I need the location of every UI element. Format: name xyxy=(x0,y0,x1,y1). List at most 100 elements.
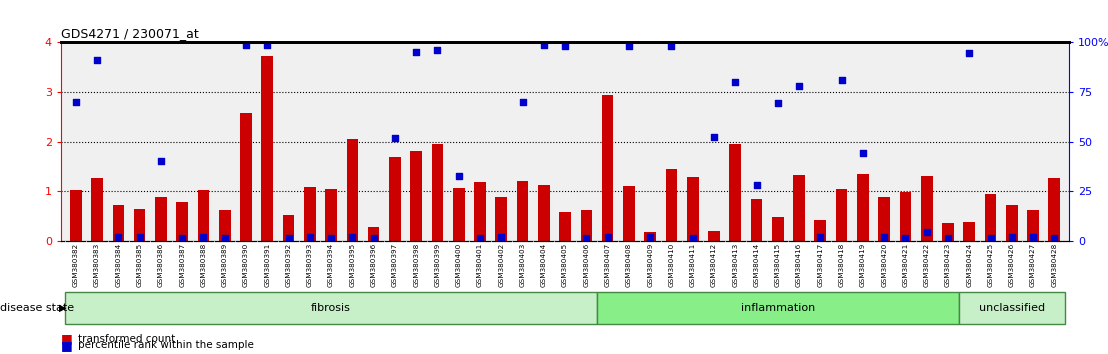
Bar xyxy=(432,144,443,241)
Bar xyxy=(597,292,958,324)
Text: ■: ■ xyxy=(61,339,73,352)
Bar xyxy=(176,202,188,241)
Bar xyxy=(793,175,804,241)
Text: GSM380421: GSM380421 xyxy=(902,243,909,287)
Point xyxy=(279,235,297,241)
Point xyxy=(769,100,787,106)
Point xyxy=(556,44,574,49)
Point xyxy=(66,99,84,105)
Point xyxy=(258,42,276,48)
Text: GSM380390: GSM380390 xyxy=(243,243,249,287)
Text: transformed count: transformed count xyxy=(78,334,175,344)
Text: GSM380416: GSM380416 xyxy=(796,243,802,287)
Text: GSM380417: GSM380417 xyxy=(818,243,823,287)
Bar xyxy=(240,113,252,241)
Bar xyxy=(326,189,337,241)
Point xyxy=(705,134,722,139)
Text: inflammation: inflammation xyxy=(740,303,814,313)
Bar xyxy=(368,227,379,241)
Bar xyxy=(219,210,230,241)
Point xyxy=(429,47,447,53)
Point xyxy=(365,235,382,241)
Bar xyxy=(666,169,677,241)
Bar xyxy=(772,217,783,241)
Text: GSM380405: GSM380405 xyxy=(562,243,568,287)
Point xyxy=(450,173,468,179)
Text: GSM380397: GSM380397 xyxy=(392,243,398,287)
Point xyxy=(1024,234,1042,240)
Text: GSM380387: GSM380387 xyxy=(179,243,185,287)
Text: GSM380412: GSM380412 xyxy=(711,243,717,287)
Text: GSM380415: GSM380415 xyxy=(774,243,781,287)
Point xyxy=(1046,235,1064,241)
Text: GSM380393: GSM380393 xyxy=(307,243,312,287)
Text: GSM380398: GSM380398 xyxy=(413,243,419,287)
Point xyxy=(875,234,893,240)
Bar xyxy=(65,292,597,324)
Text: GSM380392: GSM380392 xyxy=(286,243,291,287)
Text: ▶: ▶ xyxy=(59,303,66,313)
Point xyxy=(854,150,872,155)
Point xyxy=(492,234,510,240)
Text: GSM380402: GSM380402 xyxy=(499,243,504,287)
Text: GSM380401: GSM380401 xyxy=(476,243,483,287)
Point xyxy=(811,234,829,240)
Text: GSM380382: GSM380382 xyxy=(73,243,79,287)
Bar xyxy=(113,205,124,241)
Point xyxy=(1003,234,1020,240)
Bar xyxy=(389,158,401,241)
Bar xyxy=(304,187,316,241)
Point xyxy=(514,99,532,105)
Bar xyxy=(602,95,614,241)
Text: GSM380418: GSM380418 xyxy=(839,243,844,287)
Bar xyxy=(560,212,571,241)
Point xyxy=(620,44,638,49)
Bar xyxy=(963,222,975,241)
Text: GSM380394: GSM380394 xyxy=(328,243,335,287)
Text: GSM380388: GSM380388 xyxy=(201,243,206,287)
Point xyxy=(940,235,957,241)
Point xyxy=(896,235,914,241)
Text: GSM380427: GSM380427 xyxy=(1030,243,1036,287)
Point xyxy=(386,135,403,141)
Text: GSM380408: GSM380408 xyxy=(626,243,632,287)
Bar xyxy=(751,199,762,241)
Bar xyxy=(645,232,656,241)
Bar xyxy=(900,192,911,241)
Text: GSM380411: GSM380411 xyxy=(689,243,696,287)
Bar xyxy=(623,186,635,241)
Text: GSM380422: GSM380422 xyxy=(924,243,930,287)
Point xyxy=(216,235,234,241)
Text: GDS4271 / 230071_at: GDS4271 / 230071_at xyxy=(61,27,198,40)
Text: GSM380428: GSM380428 xyxy=(1051,243,1057,287)
Bar xyxy=(856,174,869,241)
Point xyxy=(535,42,553,48)
Bar xyxy=(70,190,82,241)
Point xyxy=(343,234,361,240)
Point xyxy=(684,235,701,241)
Point xyxy=(917,229,935,235)
Point xyxy=(642,234,659,240)
Text: GSM380395: GSM380395 xyxy=(349,243,356,287)
Bar xyxy=(958,292,1065,324)
Bar xyxy=(516,181,529,241)
Point xyxy=(195,234,213,240)
Point xyxy=(748,182,766,188)
Text: ■: ■ xyxy=(61,332,73,345)
Text: GSM380399: GSM380399 xyxy=(434,243,441,287)
Bar xyxy=(814,220,827,241)
Text: unclassified: unclassified xyxy=(978,303,1045,313)
Point xyxy=(322,235,340,241)
Point xyxy=(961,51,978,56)
Text: GSM380407: GSM380407 xyxy=(605,243,611,287)
Bar xyxy=(985,194,996,241)
Bar xyxy=(155,197,167,241)
Text: GSM380386: GSM380386 xyxy=(158,243,164,287)
Bar xyxy=(474,182,485,241)
Text: percentile rank within the sample: percentile rank within the sample xyxy=(78,340,254,350)
Point xyxy=(237,42,255,48)
Bar xyxy=(835,189,848,241)
Text: GSM380383: GSM380383 xyxy=(94,243,100,287)
Bar xyxy=(1048,178,1060,241)
Text: GSM380404: GSM380404 xyxy=(541,243,547,287)
